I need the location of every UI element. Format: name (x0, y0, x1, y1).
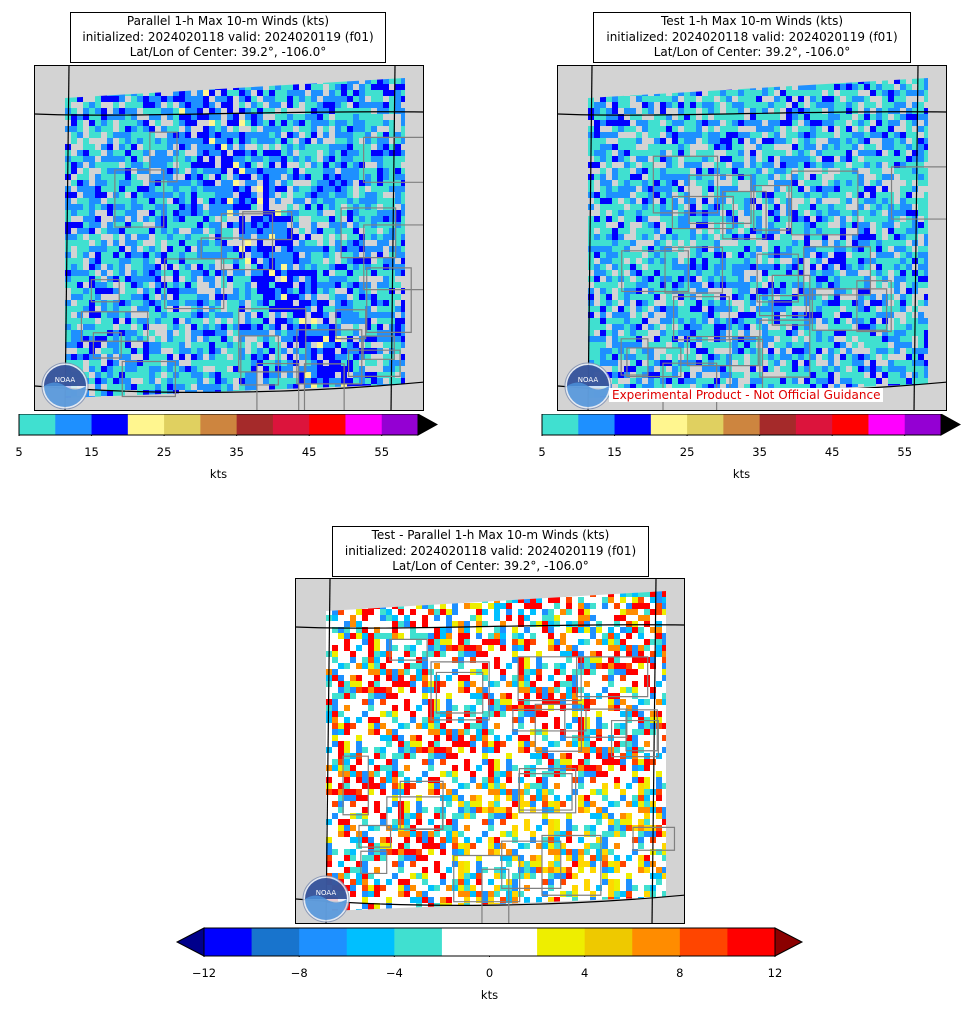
colorbar-swatch (251, 928, 300, 956)
colorbar-tick-label: 5 (538, 445, 546, 459)
colorbar-tick-label: −8 (290, 966, 308, 980)
colorbar-swatch (904, 414, 942, 435)
colorbar-swatch (127, 414, 165, 435)
diff-title: Test - Parallel 1-h Max 10-m Winds (kts)… (332, 526, 649, 577)
colorbar-swatch (723, 414, 761, 435)
noaa-logo: NOAA (301, 874, 351, 923)
diff-map: NOAA (295, 578, 685, 924)
colorbar-swatch (309, 414, 346, 435)
disclaimer-text: Experimental Product - Not Official Guid… (609, 388, 884, 402)
colorbar-swatch (687, 414, 724, 435)
colorbar-swatch (537, 928, 586, 956)
colorbar-swatch (19, 414, 56, 435)
colorbar-extend-high (774, 927, 804, 957)
colorbar-swatch (236, 414, 274, 435)
colorbar-swatch (55, 414, 93, 435)
colorbar-extend-low (175, 927, 205, 957)
colorbar-tick-label: 5 (15, 445, 23, 459)
colorbar-swatch (346, 928, 395, 956)
colorbar-swatch (272, 414, 310, 435)
colorbar-swatch (759, 414, 797, 435)
colorbar-swatch (679, 928, 728, 956)
colorbar-swatch (345, 414, 383, 435)
test-colorbar: 5 15 25 35 45 55 kts (538, 413, 962, 484)
colorbar-swatch (578, 414, 616, 435)
colorbar-tick-label: 55 (374, 445, 390, 459)
colorbar-unit-label: kts (209, 467, 228, 481)
colorbar-swatch (650, 414, 688, 435)
noaa-logo: NOAA (40, 361, 90, 410)
colorbar-tick-label: 35 (752, 445, 767, 459)
colorbar-swatch (832, 414, 869, 435)
colorbar-swatch (200, 414, 238, 435)
colorbar-swatch (795, 414, 833, 435)
colorbar-tick-label: 25 (679, 445, 695, 459)
colorbar-tick-label: 25 (156, 445, 172, 459)
colorbar-tick-label: 12 (767, 966, 783, 980)
colorbar-swatch (204, 928, 253, 956)
colorbar-swatch (542, 414, 579, 435)
colorbar-tick-label: 45 (824, 445, 840, 459)
colorbar-swatch (489, 928, 538, 956)
colorbar-tick-label: 4 (580, 966, 589, 980)
colorbar-swatch (868, 414, 906, 435)
colorbar-swatch (164, 414, 201, 435)
diff-colorbar: −12 −8 −4 0 4 8 12 kts (175, 927, 805, 1007)
colorbar-swatch (584, 928, 633, 956)
colorbar-tick-label: 8 (676, 966, 684, 980)
colorbar-tick-label: 35 (229, 445, 244, 459)
colorbar-extend-high (417, 413, 439, 436)
colorbar-tick-label: 0 (485, 966, 494, 980)
colorbar-tick-label: 55 (897, 445, 913, 459)
parallel-map: NOAA (34, 65, 424, 411)
colorbar-swatch (727, 928, 776, 956)
colorbar-swatch (394, 928, 443, 956)
colorbar-extend-high (940, 413, 962, 436)
test-title: Test 1-h Max 10-m Winds (kts) initialize… (593, 12, 911, 63)
colorbar-swatch (441, 928, 490, 956)
colorbar-tick-label: 15 (607, 445, 622, 459)
colorbar-swatch (381, 414, 419, 435)
colorbar-swatch (299, 928, 348, 956)
colorbar-swatch (632, 928, 681, 956)
svg-text:NOAA: NOAA (55, 376, 76, 384)
colorbar-tick-label: −12 (191, 966, 217, 980)
colorbar-tick-label: −4 (385, 966, 403, 980)
colorbar-tick-label: 15 (84, 445, 99, 459)
colorbar-unit-label: kts (732, 467, 751, 481)
parallel-colorbar: 5 15 25 35 45 55 kts (15, 413, 439, 484)
parallel-title: Parallel 1-h Max 10-m Winds (kts) initia… (70, 12, 386, 63)
colorbar-unit-label: kts (480, 988, 499, 1002)
noaa-logo: NOAA (563, 361, 613, 410)
colorbar-swatch (91, 414, 129, 435)
colorbar-tick-label: 45 (301, 445, 317, 459)
test-map: NOAA Experimental Product - Not Official… (557, 65, 947, 411)
colorbar-swatch (614, 414, 652, 435)
